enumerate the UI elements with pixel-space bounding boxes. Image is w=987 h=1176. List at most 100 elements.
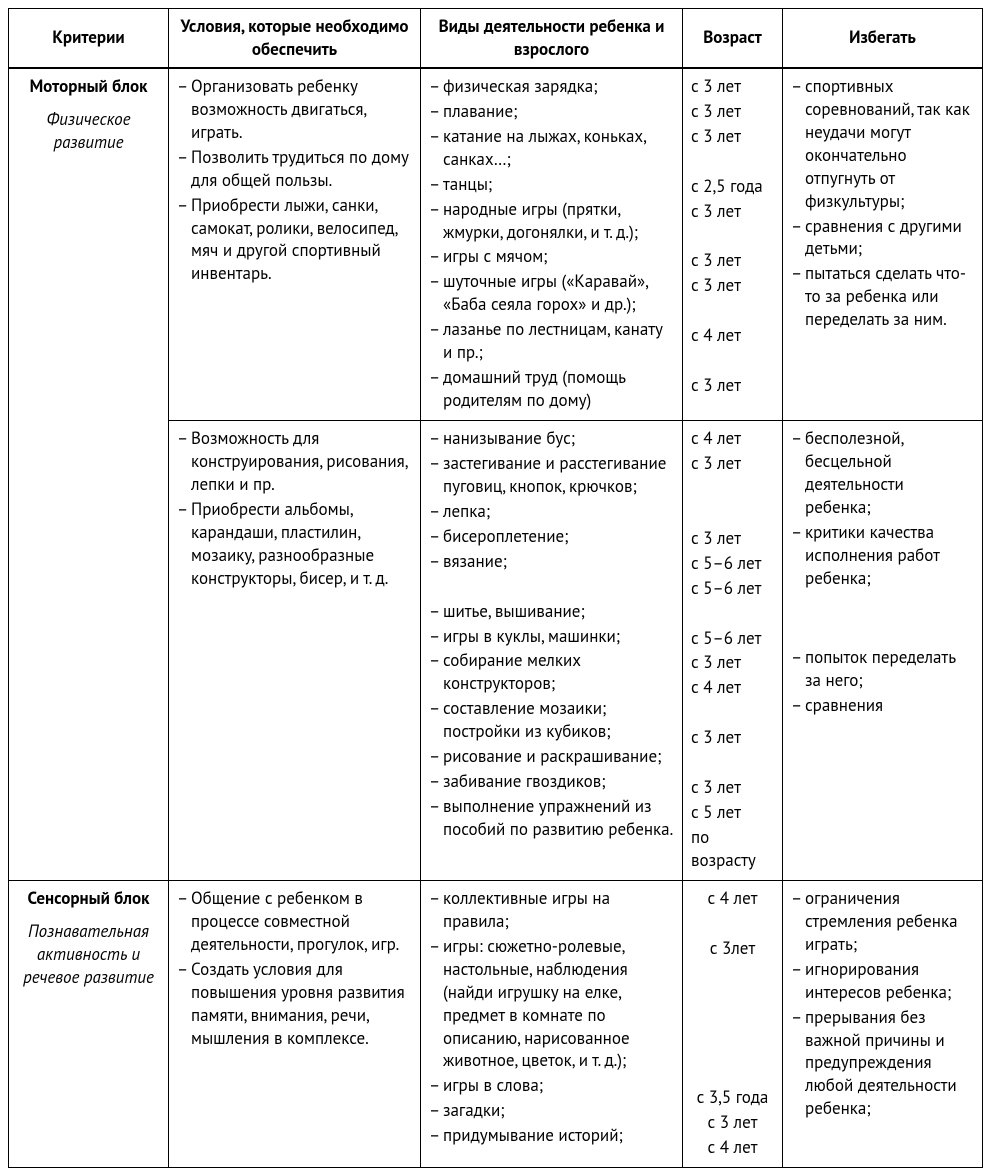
development-table: Критерии Условия, которые необходимо обе… xyxy=(8,8,983,1168)
conditions-list-item: Общение с ребенком в процессе совместной… xyxy=(177,887,412,956)
criteria-cell: Моторный блок Физическое развитие xyxy=(9,68,169,881)
header-activities: Виды деятельности ребенка и взрослого xyxy=(421,9,683,68)
conditions-list-item: Возможность для конструирования, рисован… xyxy=(177,427,412,496)
avoid-list-item: прерывания без важной причины и предупре… xyxy=(791,1006,974,1121)
avoid-spacer xyxy=(791,592,974,646)
conditions-list-item: Приобрести лыжи, санки, самокат, ролики,… xyxy=(177,194,412,286)
criteria-subtitle: Физическое развитие xyxy=(17,108,160,154)
age-value: с 3,5 года xyxy=(691,1086,774,1109)
age-value: с 3 лет xyxy=(691,651,774,674)
activities-cell: нанизывание бус;застегивание и расстегив… xyxy=(421,421,683,881)
avoid-list-item: спортивных соревнований, так как неудачи… xyxy=(791,75,974,213)
age-value: с 3лет xyxy=(691,937,774,960)
avoid-cell: бесполезной, бесцельной деятельности реб… xyxy=(783,421,983,881)
activities-list-item: застегивание и расстегивание пуговиц, кн… xyxy=(429,452,674,498)
avoid-list-item: пытаться сделать что-то за ребенка или п… xyxy=(791,262,974,331)
age-value: с 3 лет xyxy=(691,274,774,297)
age-value xyxy=(691,477,774,500)
activities-cell: физическая зарядка;плавание;катание на л… xyxy=(421,68,683,421)
avoid-list-item: критики качества исполнения работ ребенк… xyxy=(791,521,974,590)
activities-list-item: рисование и раскрашивание; xyxy=(429,745,674,768)
age-value xyxy=(691,1061,774,1084)
activities-cell: коллективные игры на правила;игры: сюжет… xyxy=(421,880,683,1167)
activities-list-item: шитье, вышивание; xyxy=(429,600,674,623)
activities-list-item: выполнение упражнений из пособий по разв… xyxy=(429,795,674,841)
age-value xyxy=(691,150,774,173)
activities-list-item: игры в слова; xyxy=(429,1074,674,1097)
activities-list-item: народные игры (прятки, жмурки, догонялки… xyxy=(429,198,674,244)
avoid-list-item: бесполезной, бесцельной деятельности реб… xyxy=(791,427,974,519)
age-value: с 3 лет xyxy=(691,200,774,223)
table-row: Сенсорный блок Познавательная активность … xyxy=(9,880,983,1167)
activities-list: нанизывание бус;застегивание и расстегив… xyxy=(429,427,674,841)
avoid-list-item: ограничения стремления ребенка играть; xyxy=(791,887,974,956)
age-value: с 5 лет xyxy=(691,801,774,824)
activities-list-spacer xyxy=(429,575,674,598)
age-value: с 2,5 года xyxy=(691,175,774,198)
activities-list-item: лазанье по лестницам, канату и пр.; xyxy=(429,318,674,364)
activities-list-item: плавание; xyxy=(429,100,674,123)
age-value: с 3 лет xyxy=(691,100,774,123)
criteria-subtitle: Познавательная активность и речевое разв… xyxy=(17,920,160,989)
conditions-list: Организовать ребенку возможность двигать… xyxy=(177,75,412,285)
age-value: с 5–6 лет xyxy=(691,552,774,575)
header-conditions: Условия, которые необходимо обеспечить xyxy=(169,9,421,68)
activities-list: физическая зарядка;плавание;катание на л… xyxy=(429,75,674,412)
table-body: Моторный блок Физическое развитие Организо… xyxy=(9,68,983,1168)
age-value xyxy=(691,225,774,248)
avoid-list: спортивных соревнований, так как неудачи… xyxy=(791,75,974,331)
conditions-cell: Организовать ребенку возможность двигать… xyxy=(169,68,421,421)
age-value: с 3 лет xyxy=(691,374,774,397)
age-value: с 3 лет xyxy=(691,125,774,148)
age-value xyxy=(691,751,774,774)
table-row: Моторный блок Физическое развитие Организо… xyxy=(9,68,983,421)
avoid-cell: спортивных соревнований, так как неудачи… xyxy=(783,68,983,421)
header-avoid: Избегать xyxy=(783,9,983,68)
activities-list-item: составление мозаики; постройки из кубико… xyxy=(429,697,674,743)
age-cell: с 4 лет с 3лет с 3,5 годас 3 летс 4 лет xyxy=(683,880,783,1167)
header-criteria: Критерии xyxy=(9,9,169,68)
age-value xyxy=(691,987,774,1010)
activities-list-item: танцы; xyxy=(429,173,674,196)
conditions-cell: Общение с ребенком в процессе совместной… xyxy=(169,880,421,1167)
age-value xyxy=(691,912,774,935)
activities-list-item: коллективные игры на правила; xyxy=(429,887,674,933)
avoid-list-item: сравнения с другими детьми; xyxy=(791,215,974,261)
activities-list-item: придумывание историй; xyxy=(429,1124,674,1147)
activities-list-item: вязание; xyxy=(429,550,674,573)
activities-list-item: бисероплетение; xyxy=(429,525,674,548)
age-value: с 5–6 лет xyxy=(691,627,774,650)
avoid-list: попыток переделать за него;сравнения xyxy=(791,646,974,717)
age-value xyxy=(691,349,774,372)
age-value xyxy=(691,1012,774,1035)
age-value: с 4 лет xyxy=(691,676,774,699)
age-value xyxy=(691,701,774,724)
criteria-title: Сенсорный блок xyxy=(17,887,160,910)
age-value: с 4 лет xyxy=(691,324,774,347)
activities-list-item: загадки; xyxy=(429,1099,674,1122)
age-value: с 4 лет xyxy=(691,427,774,450)
avoid-list: бесполезной, бесцельной деятельности реб… xyxy=(791,427,974,590)
age-value: с 4 лет xyxy=(691,1136,774,1159)
activities-list-item: игры: сюжетно-ролевые, настольные, наблю… xyxy=(429,935,674,1073)
age-value xyxy=(691,502,774,525)
activities-list-item: домашний труд (помощь родителям по дому) xyxy=(429,366,674,412)
activities-list: коллективные игры на правила;игры: сюжет… xyxy=(429,887,674,1147)
header-row: Критерии Условия, которые необходимо обе… xyxy=(9,9,983,68)
criteria-title: Моторный блок xyxy=(17,75,160,98)
age-value: с 4 лет xyxy=(691,887,774,910)
activities-list-item: катание на лыжах, коньках, санках…; xyxy=(429,125,674,171)
activities-list-item: лепка; xyxy=(429,500,674,523)
age-value: с 3 лет xyxy=(691,726,774,749)
conditions-list: Общение с ребенком в процессе совместной… xyxy=(177,887,412,1050)
avoid-cell: ограничения стремления ребенка играть;иг… xyxy=(783,880,983,1167)
age-value: с 3 лет xyxy=(691,452,774,475)
conditions-list-item: Создать условия для повышения уровня раз… xyxy=(177,958,412,1050)
age-value xyxy=(691,1037,774,1060)
age-value xyxy=(691,602,774,625)
age-cell: с 3 летс 3 летс 3 лет с 2,5 годас 3 лет … xyxy=(683,68,783,421)
activities-list-item: нанизывание бус; xyxy=(429,427,674,450)
age-value xyxy=(691,299,774,322)
age-value: с 5–6 лет xyxy=(691,577,774,600)
avoid-list-item: попыток переделать за него; xyxy=(791,646,974,692)
